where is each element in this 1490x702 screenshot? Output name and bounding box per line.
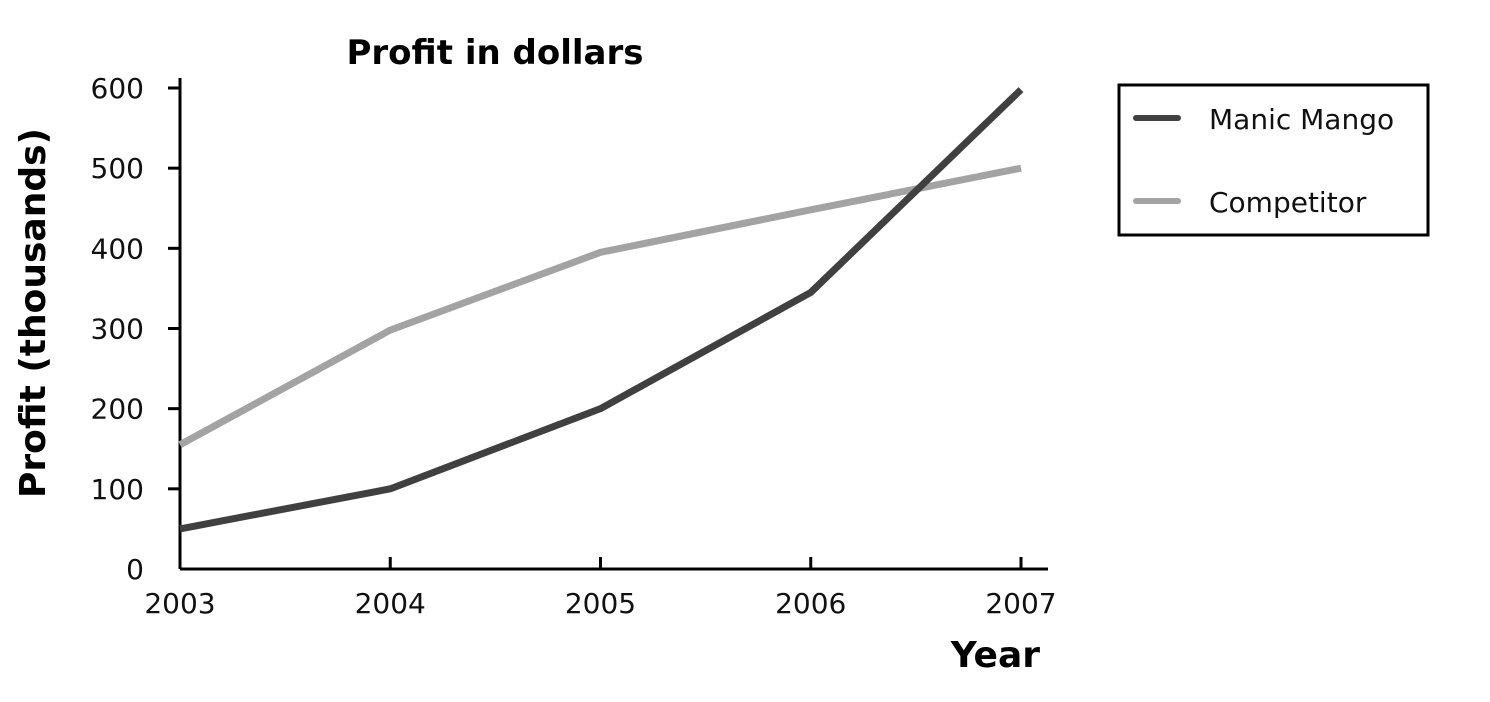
x-tick-label: 2007	[985, 587, 1056, 620]
axes	[168, 78, 1048, 571]
legend-label-competitor: Competitor	[1209, 186, 1367, 219]
y-tick-label: 400	[91, 232, 144, 265]
y-tick-label: 100	[91, 473, 144, 506]
legend: Manic Mango Competitor	[1117, 83, 1430, 237]
x-tick-label: 2004	[355, 587, 426, 620]
x-tick-label: 2006	[775, 587, 846, 620]
y-tick-label: 300	[91, 313, 144, 346]
y-tick-label: 0	[126, 553, 144, 586]
y-tick-label: 500	[91, 152, 144, 185]
y-axis-label: Profit (thousands)	[13, 128, 54, 498]
legend-label-manic-mango: Manic Mango	[1209, 103, 1394, 136]
x-axis-label: Year	[950, 635, 1040, 676]
series-line-competitor	[178, 164, 1022, 448]
y-tick-label: 600	[91, 72, 144, 105]
tick-labels: 0 100 200 300 400 500 600 2003 2004 2005 2006 2007	[91, 72, 1057, 620]
x-tick-label: 2005	[565, 587, 636, 620]
y-tick-label: 200	[91, 393, 144, 426]
series-lines	[178, 87, 1024, 533]
chart-title: Profit in dollars	[347, 33, 644, 73]
legend-box	[1117, 83, 1430, 237]
series-line-manic-mango	[179, 87, 1024, 533]
x-tick-label: 2003	[144, 587, 215, 620]
